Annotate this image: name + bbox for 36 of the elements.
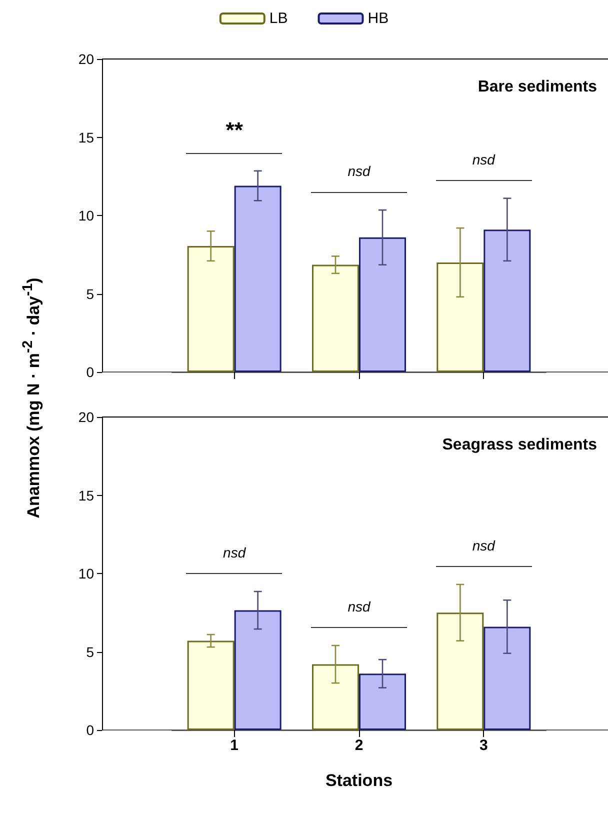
bar	[187, 246, 234, 372]
annotation: nsd	[348, 598, 372, 614]
y-tick-label: 0	[86, 364, 94, 380]
x-tick-label: 2	[354, 737, 364, 754]
bar	[359, 674, 406, 730]
annotation: nsd	[472, 537, 496, 554]
bar	[312, 664, 359, 730]
x-tick-label: 1	[230, 737, 239, 754]
x-axis-title: Stations	[325, 771, 393, 790]
annotation: nsd	[223, 544, 247, 560]
bar	[234, 610, 282, 730]
y-tick-label: 0	[86, 722, 94, 738]
annotation: nsd	[472, 151, 496, 168]
y-tick-label: 15	[78, 129, 94, 146]
y-tick-label: 20	[78, 51, 94, 67]
legend-label: LB	[269, 10, 288, 27]
y-tick-label: 5	[86, 286, 94, 302]
bar	[187, 640, 234, 730]
x-tick-label: 3	[479, 737, 488, 754]
bar	[484, 626, 531, 730]
y-tick-label: 10	[78, 208, 94, 224]
y-tick-label: 15	[78, 487, 94, 504]
annotation: nsd	[348, 163, 372, 180]
bar	[234, 186, 282, 372]
text: Seagrass sediments	[442, 436, 598, 454]
bar	[436, 612, 484, 730]
y-tick-label: 20	[78, 409, 94, 425]
y-tick-label: 5	[86, 644, 94, 660]
bar	[312, 264, 359, 372]
legend-label: HB	[368, 10, 389, 27]
y-tick-label: 10	[78, 566, 94, 582]
annotation: **	[226, 117, 244, 142]
bar	[484, 230, 531, 372]
bar	[359, 237, 406, 372]
text: Bare sediments	[478, 78, 598, 96]
bar	[436, 262, 484, 372]
